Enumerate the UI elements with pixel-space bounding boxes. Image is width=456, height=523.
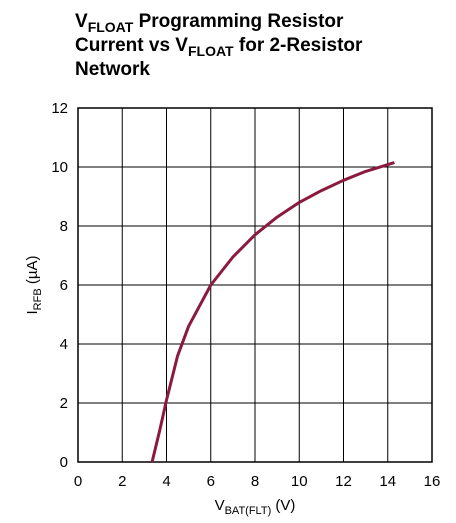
chart-title: VFLOAT Programming Resistor	[75, 11, 344, 35]
y-tick-label: 0	[60, 454, 68, 471]
x-tick-label: 12	[335, 473, 352, 490]
y-tick-label: 10	[51, 159, 68, 176]
x-tick-label: 6	[207, 473, 215, 490]
text-piece: Programming Resistor	[133, 11, 344, 32]
x-tick-label: 10	[291, 473, 308, 490]
text-piece: (V)	[271, 497, 295, 514]
y-tick-label: 6	[60, 277, 68, 294]
y-axis-label: IRFB (µA)	[24, 256, 44, 315]
x-tick-label: 2	[118, 473, 126, 490]
text-piece: I	[24, 310, 41, 314]
chart-title: Network	[75, 59, 150, 80]
y-tick-label: 2	[60, 395, 68, 412]
subscript: BAT(FLT)	[225, 505, 272, 517]
x-tick-label: 4	[162, 473, 170, 490]
y-tick-label: 4	[60, 336, 68, 353]
subscript: FLOAT	[188, 43, 234, 59]
data-line	[150, 161, 395, 463]
plot-frame	[77, 107, 433, 463]
x-tick-label: 0	[74, 473, 82, 490]
x-tick-label: 16	[424, 473, 441, 490]
text-piece: V	[75, 11, 88, 32]
x-axis-label: VBAT(FLT) (V)	[215, 497, 296, 517]
chart-title: Current vs VFLOAT for 2-Resistor	[75, 35, 363, 59]
y-tick-label: 8	[60, 218, 68, 235]
text-piece: Current vs V	[75, 35, 188, 56]
y-tick-label: 12	[51, 100, 68, 117]
text-piece: V	[215, 497, 225, 514]
x-tick-label: 8	[251, 473, 259, 490]
subscript: FLOAT	[88, 19, 134, 35]
text-piece: (µA)	[24, 256, 41, 289]
subscript: RFB	[32, 288, 44, 310]
text-piece: Network	[75, 59, 150, 80]
text-piece: for 2-Resistor	[234, 35, 363, 56]
x-tick-label: 14	[379, 473, 396, 490]
